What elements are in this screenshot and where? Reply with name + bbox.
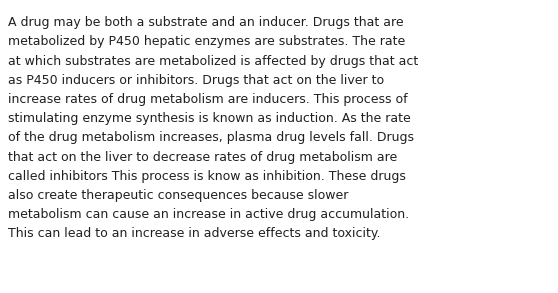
Text: A drug may be both a substrate and an inducer. Drugs that are
metabolized by P45: A drug may be both a substrate and an in… — [8, 16, 418, 240]
